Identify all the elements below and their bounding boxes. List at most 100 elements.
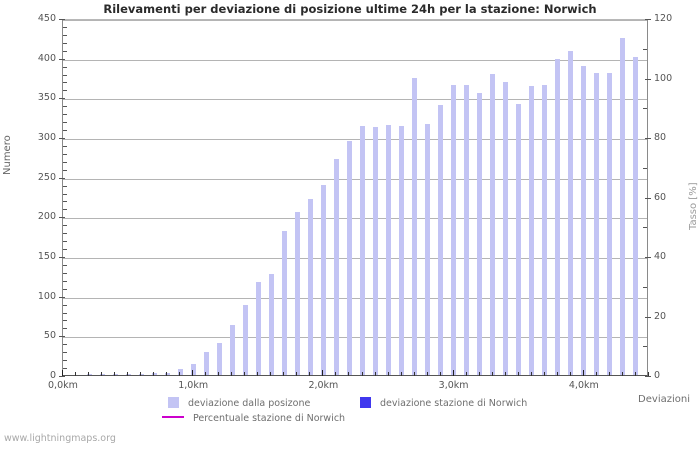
y-tick-major bbox=[59, 257, 65, 258]
y-tick-minor bbox=[63, 249, 67, 251]
y-tick-minor bbox=[63, 106, 67, 108]
bar bbox=[86, 374, 92, 375]
y-tick-minor bbox=[63, 272, 67, 274]
bar bbox=[503, 82, 509, 375]
y-tick-minor bbox=[63, 122, 67, 124]
x-tick-minor bbox=[648, 372, 649, 376]
bar bbox=[281, 231, 287, 375]
x-tick-minor bbox=[491, 372, 493, 376]
x-tick-minor bbox=[504, 372, 506, 376]
y2-tick-minor bbox=[643, 346, 647, 348]
y2-tick-major bbox=[645, 316, 651, 318]
bar bbox=[581, 66, 587, 375]
bar bbox=[386, 125, 392, 375]
y2-tick-label: 20 bbox=[654, 310, 667, 322]
y-tick-label: 350 bbox=[37, 92, 56, 104]
legend-item[interactable]: Percentuale stazione di Norwich bbox=[162, 413, 346, 425]
x-tick-label: 3,0km bbox=[438, 380, 469, 391]
y-tick-minor bbox=[63, 34, 67, 36]
y2-tick-minor bbox=[643, 48, 647, 50]
x-tick-minor bbox=[530, 372, 532, 376]
x-tick-minor bbox=[283, 372, 285, 376]
bar bbox=[360, 125, 365, 375]
y2-tick-label: 60 bbox=[654, 191, 667, 203]
y-tick-minor bbox=[63, 66, 67, 68]
bar bbox=[190, 363, 196, 375]
bar bbox=[373, 126, 379, 375]
y-tick-minor bbox=[63, 225, 67, 227]
legend-label: Percentuale stazione di Norwich bbox=[193, 413, 346, 424]
x-tick-minor bbox=[439, 372, 441, 376]
y-tick-minor bbox=[63, 344, 67, 346]
x-tick-minor bbox=[309, 372, 311, 376]
x-tick-minor bbox=[426, 372, 428, 376]
legend-color-swatch bbox=[168, 397, 179, 408]
bar bbox=[412, 77, 418, 375]
y2-tick-major bbox=[645, 376, 651, 377]
x-tick-minor bbox=[335, 372, 337, 376]
y-tick-major bbox=[59, 217, 65, 219]
bar bbox=[333, 159, 339, 375]
legend-label: deviazione dalla posizone bbox=[188, 398, 311, 409]
bar bbox=[307, 198, 313, 375]
y-tick-minor bbox=[63, 74, 67, 76]
y-tick-minor bbox=[63, 304, 67, 306]
y2-axis-title: Tasso [%] bbox=[688, 182, 699, 230]
y2-tick-minor bbox=[643, 167, 647, 169]
legend-item[interactable]: deviazione stazione di Norwich bbox=[360, 397, 527, 410]
bar bbox=[177, 368, 183, 375]
x-tick-major bbox=[192, 370, 194, 376]
x-tick-minor bbox=[244, 372, 246, 376]
bar bbox=[255, 282, 261, 375]
y-tick-minor bbox=[63, 368, 67, 370]
y-tick-major bbox=[59, 58, 65, 60]
watermark: www.lightningmaps.org bbox=[4, 433, 116, 444]
bar bbox=[125, 374, 131, 375]
x-tick-minor bbox=[465, 372, 467, 376]
y-tick-minor bbox=[63, 114, 67, 116]
x-tick-minor bbox=[517, 372, 519, 376]
bar bbox=[229, 325, 235, 375]
bar bbox=[464, 84, 470, 375]
x-tick-minor bbox=[556, 372, 558, 376]
y-tick-minor bbox=[63, 161, 67, 163]
y-tick-major bbox=[59, 336, 65, 338]
legend-label: deviazione stazione di Norwich bbox=[380, 398, 528, 409]
y-tick-minor bbox=[63, 153, 67, 155]
x-tick-minor bbox=[543, 372, 545, 376]
bar bbox=[346, 140, 352, 375]
y-tick-major bbox=[59, 19, 65, 20]
bar bbox=[516, 104, 522, 375]
y-tick-label: 150 bbox=[37, 251, 56, 262]
x-tick-minor bbox=[374, 372, 376, 376]
legend-item[interactable]: deviazione dalla posizone bbox=[168, 397, 310, 410]
x-tick-minor bbox=[569, 372, 571, 376]
y-tick-minor bbox=[63, 90, 67, 92]
y-tick-minor bbox=[63, 50, 67, 52]
y-tick-major bbox=[59, 296, 65, 298]
x-tick-label: 4,0km bbox=[568, 380, 599, 391]
gridline bbox=[63, 298, 647, 299]
bar bbox=[112, 374, 118, 375]
x-tick-minor bbox=[608, 372, 610, 376]
x-tick-minor bbox=[205, 372, 207, 376]
x-tick-label: 0,0km bbox=[48, 380, 78, 391]
plot-inner bbox=[63, 20, 647, 375]
x-tick-minor bbox=[153, 372, 155, 376]
y-tick-major bbox=[59, 138, 65, 139]
bar bbox=[594, 72, 600, 375]
bar bbox=[320, 185, 326, 375]
y-tick-minor bbox=[63, 360, 67, 362]
bar bbox=[164, 372, 170, 375]
y2-tick-major bbox=[645, 257, 651, 258]
y2-tick-minor bbox=[643, 286, 647, 288]
x-tick-minor bbox=[166, 372, 168, 376]
y-tick-label: 100 bbox=[37, 290, 56, 302]
x-tick-label: 2,0km bbox=[308, 380, 339, 391]
y-tick-major bbox=[59, 376, 65, 377]
bar bbox=[438, 105, 444, 375]
bar bbox=[99, 374, 105, 375]
y2-tick-major bbox=[645, 197, 651, 199]
x-tick-minor bbox=[101, 372, 103, 376]
